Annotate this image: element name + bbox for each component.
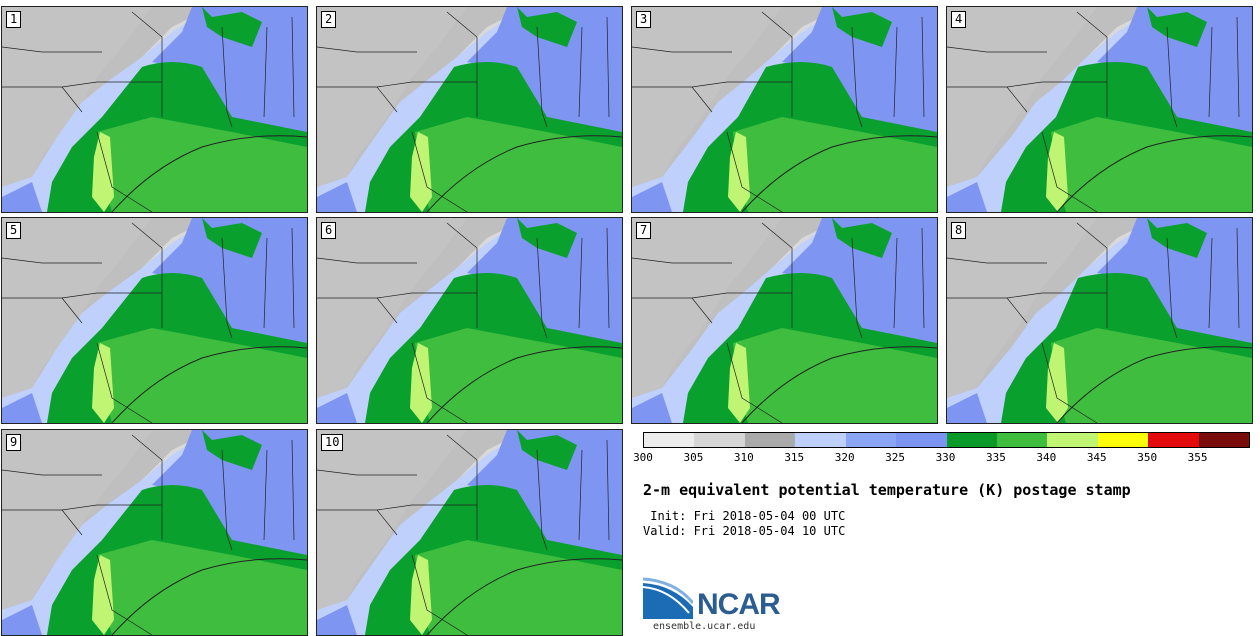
colorbar-tick-label: 345 — [1086, 451, 1107, 464]
member-number: 10 — [321, 434, 344, 451]
colorbar-segment — [996, 433, 1048, 447]
colorbar-tick-label: 300 — [633, 451, 653, 464]
colorbar-segment — [1148, 433, 1199, 447]
colorbar-tick-label: 350 — [1137, 451, 1158, 464]
colorbar-tick-label: 310 — [733, 451, 754, 464]
colorbar-segment — [1198, 433, 1250, 447]
member-number: 7 — [636, 222, 652, 239]
ensemble-member-panel: 2 — [316, 6, 623, 213]
ensemble-member-panel: 4 — [946, 6, 1253, 213]
colorbar-tick-label: 320 — [834, 451, 855, 464]
colorbar-tick-label: 355 — [1187, 451, 1208, 464]
colorbar-tick-label: 340 — [1036, 451, 1057, 464]
ensemble-member-panel: 10 — [316, 429, 623, 636]
member-number: 4 — [951, 11, 967, 28]
colorbar-segment — [845, 433, 897, 447]
colorbar-tick-label: 335 — [985, 451, 1006, 464]
init-time: Init: Fri 2018-05-04 00 UTC — [643, 509, 846, 523]
ensemble-member-panel: 9 — [1, 429, 308, 636]
colorbar-tick-label: 305 — [683, 451, 704, 464]
colorbar-segment — [896, 433, 947, 447]
colorbar-segment — [644, 433, 695, 447]
colorbar-segment — [795, 433, 846, 447]
member-number: 6 — [321, 222, 337, 239]
ensemble-member-panel: 6 — [316, 217, 623, 424]
ensemble-member-panel: 7 — [631, 217, 938, 424]
valid-time: Valid: Fri 2018-05-04 10 UTC — [643, 524, 846, 538]
member-number: 5 — [6, 222, 22, 239]
member-number: 2 — [321, 11, 337, 28]
colorbar-segment — [1047, 433, 1098, 447]
ncar-logo-icon — [643, 577, 693, 619]
colorbar-ticks: 300 305 310 315 320 325 330 335 340 345 350 355 — [633, 451, 1248, 465]
ensemble-member-panel: 8 — [946, 217, 1253, 424]
member-number: 3 — [636, 11, 652, 28]
colorbar-segment — [694, 433, 745, 447]
site-url: ensemble.ucar.edu — [653, 621, 756, 632]
colorbar-segment — [1097, 433, 1149, 447]
colorbar-tick-label: 330 — [935, 451, 956, 464]
colorbar-segment — [946, 433, 997, 447]
ensemble-member-panel: 1 — [1, 6, 308, 213]
colorbar-tick-label: 315 — [784, 451, 805, 464]
plot-title: 2-m equivalent potential temperature (K)… — [643, 481, 1131, 499]
member-number: 9 — [6, 434, 22, 451]
member-number: 1 — [6, 11, 22, 28]
member-number: 8 — [951, 222, 967, 239]
ncar-logo-text: NCAR — [697, 588, 781, 621]
colorbar — [643, 432, 1250, 448]
colorbar-segment — [744, 433, 796, 447]
colorbar-tick-label: 325 — [885, 451, 906, 464]
ensemble-member-panel: 3 — [631, 6, 938, 213]
ensemble-member-panel: 5 — [1, 217, 308, 424]
